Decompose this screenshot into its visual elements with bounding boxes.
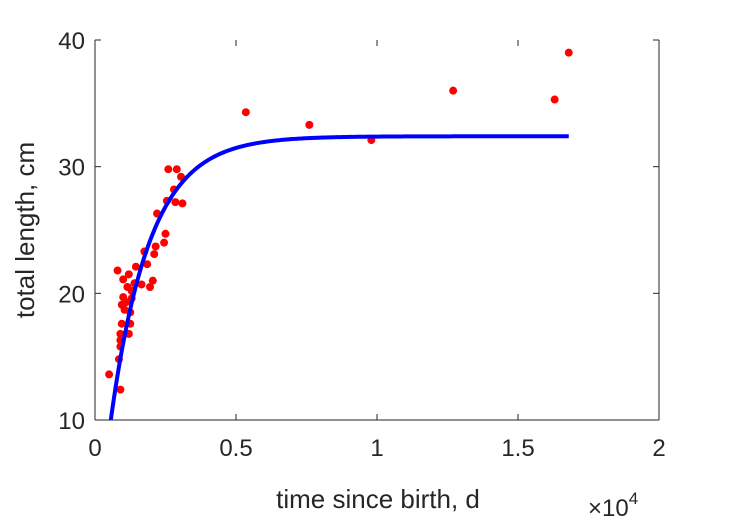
fit-curve [108,134,570,421]
data-point [449,86,458,95]
y-axis-title: total length, cm [10,142,40,318]
data-point [124,270,133,279]
data-point [116,329,125,338]
data-point [148,276,157,285]
x-tick-label: 0.5 [219,435,252,462]
y-axis-ticks: 10 20 30 40 [58,28,659,435]
data-point [116,385,125,394]
data-point [241,108,250,117]
x-tick-label: 1 [370,435,383,462]
axes [94,40,660,421]
y-tick-label: 40 [58,28,85,55]
scatter-series [105,48,573,394]
data-point [550,95,559,104]
data-point [151,242,160,251]
data-point [160,238,169,247]
data-point [161,229,170,238]
y-tick-label: 10 [58,408,85,435]
data-point [305,120,314,129]
x-axis-multiplier: ×104 [588,489,638,521]
x-tick-label: 2 [652,435,665,462]
x-tick-label: 1.5 [501,435,534,462]
data-point [143,260,152,269]
x-multiplier-exponent: 4 [629,489,638,508]
data-point [171,198,180,207]
x-tick-label: 0 [88,435,101,462]
x-axis-ticks: 0 0.5 1 1.5 2 [88,40,666,462]
data-point [150,250,159,259]
data-point [105,370,114,379]
data-point [145,283,154,291]
data-point [113,266,122,275]
data-point [119,275,128,284]
data-point [117,319,126,328]
data-point [137,280,146,289]
data-point [172,165,181,174]
data-point [131,262,140,271]
data-point [564,48,573,57]
y-tick-label: 30 [58,155,85,182]
data-point [178,199,187,208]
x-multiplier-base: ×10 [588,495,629,521]
y-tick-label: 20 [58,281,85,308]
x-axis-title: time since birth, d [276,484,480,514]
data-point [122,298,131,307]
data-point [164,165,173,174]
